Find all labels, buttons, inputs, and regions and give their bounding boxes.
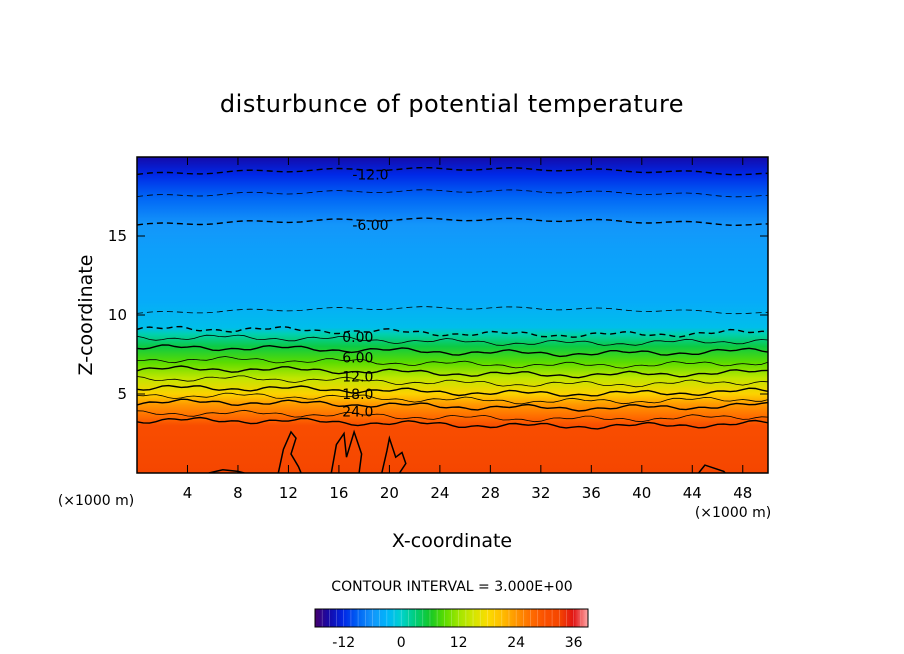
colorbar-fill	[315, 609, 588, 627]
contour-line	[137, 334, 768, 346]
x-tick-label: 16	[329, 484, 348, 502]
contour-line	[137, 306, 768, 315]
contour-line	[137, 384, 768, 397]
contour-labels: -12.0 -6.00 0.00 6.00 12.018.024.0	[342, 167, 388, 420]
contour-line	[137, 409, 768, 423]
surface-contour	[208, 469, 245, 473]
x-tick-label: 20	[380, 484, 399, 502]
contour-lines	[137, 167, 768, 430]
contour-line	[137, 398, 768, 412]
colorbar-stripes	[314, 609, 589, 627]
contour-line	[137, 356, 768, 369]
x-tick-label: 48	[733, 484, 752, 502]
y-tick-label: 15	[108, 227, 127, 245]
temperature-field	[137, 157, 768, 473]
colorbar: -12 0 12 24 36	[314, 608, 589, 651]
x-tick-label: 40	[632, 484, 651, 502]
contour-line	[137, 325, 768, 338]
contour-line	[137, 217, 768, 227]
colorbar-frame	[314, 608, 589, 628]
contour-line	[137, 392, 768, 405]
contour-label: 0.00	[342, 330, 373, 346]
surface-contours	[208, 429, 726, 473]
colorbar-tick-label: 0	[397, 635, 406, 651]
contour-label: 6.00	[342, 351, 373, 367]
x-unit-left: (×1000 m)	[58, 493, 134, 509]
x-tick-label: 8	[233, 484, 243, 502]
contour-line	[137, 189, 768, 198]
surface-contour	[698, 464, 726, 473]
colorbar-tick-label: -12	[332, 635, 355, 651]
colorbar-tick-label: 36	[565, 635, 583, 651]
x-axis-label: X-coordinate	[392, 530, 512, 552]
contour-interval-note: CONTOUR INTERVAL = 3.000E+00	[331, 579, 572, 595]
contour-label: 12.0	[342, 370, 373, 386]
x-tick-label: 36	[582, 484, 601, 502]
x-tick-label: 28	[481, 484, 500, 502]
contour-label: 18.0	[342, 387, 373, 403]
chart-title: disturbunce of potential temperature	[220, 90, 684, 118]
x-tick-label: 12	[279, 484, 298, 502]
x-axis-ticks: 4 8 12 16 20 24 28 32 36 40 44 48	[183, 157, 752, 502]
colorbar-tick-label: 24	[507, 635, 525, 651]
surface-contour	[381, 435, 407, 473]
contour-line	[137, 344, 768, 358]
x-tick-label: 4	[183, 484, 193, 502]
y-tick-label: 10	[108, 306, 127, 324]
x-tick-label: 32	[531, 484, 550, 502]
surface-contour	[330, 429, 363, 473]
contour-label: -12.0	[352, 167, 388, 183]
contour-line	[137, 365, 768, 379]
x-tick-label: 44	[683, 484, 702, 502]
y-tick-label: 5	[117, 385, 127, 403]
y-axis-ticks: 5 10 15	[108, 227, 768, 403]
x-unit-right: (×1000 m)	[695, 505, 771, 521]
contour-line	[137, 375, 768, 388]
colorbar-tick-label: 12	[450, 635, 468, 651]
contour-label: -6.00	[352, 218, 388, 234]
y-axis-label: Z-coordinate	[75, 255, 97, 376]
colorbar-ticks: -12 0 12 24 36	[332, 635, 582, 651]
contour-line	[137, 167, 768, 176]
contour-line	[137, 416, 768, 430]
contour-label: 24.0	[342, 404, 373, 420]
x-tick-label: 24	[430, 484, 449, 502]
surface-contour	[277, 430, 302, 473]
